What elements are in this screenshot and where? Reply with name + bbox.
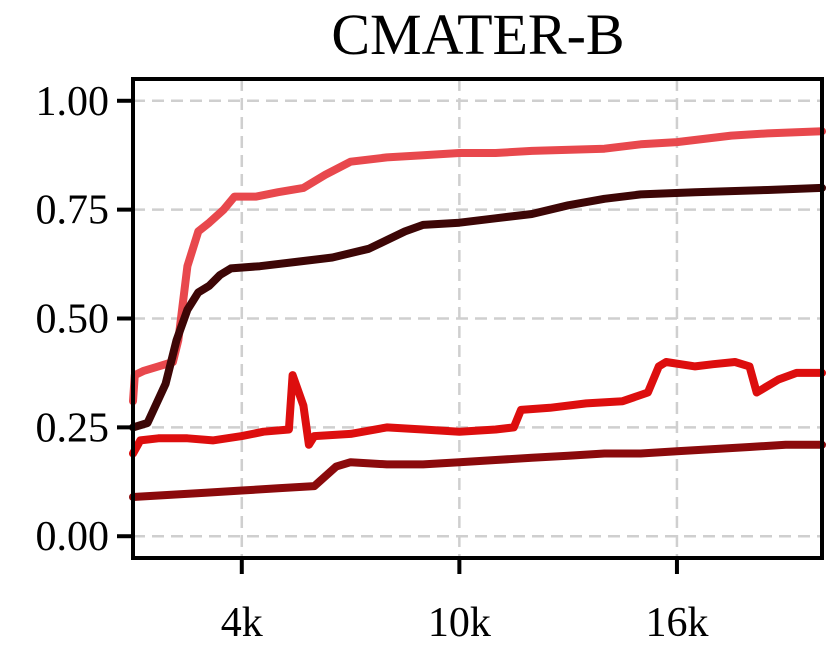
y-tick-label: 0.50 bbox=[36, 297, 110, 343]
plot-frame bbox=[131, 77, 824, 560]
x-tick-label: 16k bbox=[645, 600, 708, 646]
x-axis: 4k 10k 16k bbox=[221, 558, 708, 646]
chart-title: CMATER-B bbox=[331, 2, 624, 67]
y-tick-label: 1.00 bbox=[36, 79, 110, 125]
y-tick-label: 0.00 bbox=[36, 514, 110, 560]
x-tick-label: 4k bbox=[221, 600, 263, 646]
y-tick-label: 0.75 bbox=[36, 188, 110, 234]
series-lines bbox=[129, 127, 826, 501]
series-line-2 bbox=[129, 183, 826, 432]
y-tick-label: 0.25 bbox=[36, 405, 110, 451]
series-line-3 bbox=[129, 358, 826, 458]
y-axis: 0.00 0.25 0.50 0.75 1.00 bbox=[36, 79, 133, 560]
x-tick-label: 10k bbox=[428, 600, 491, 646]
series-line-4 bbox=[129, 440, 826, 501]
chart-title-text: CMATER-B bbox=[331, 2, 624, 67]
